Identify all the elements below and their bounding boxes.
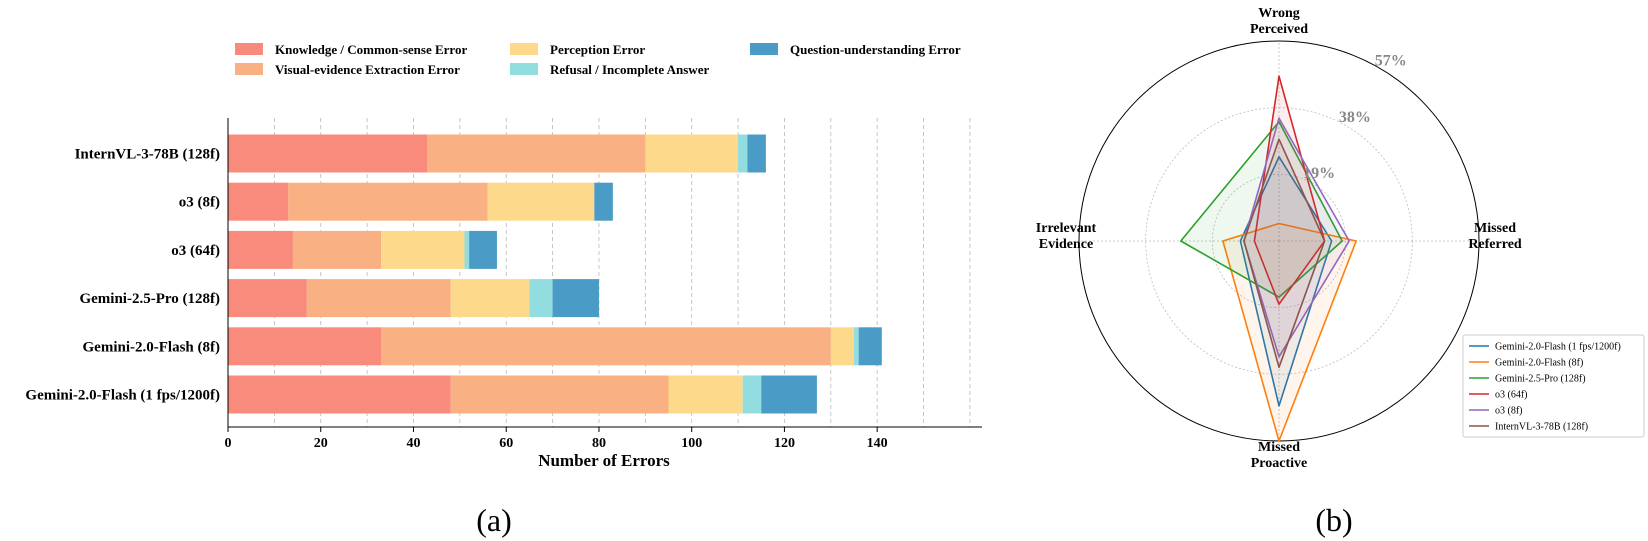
bar-axes xyxy=(227,118,982,432)
bar-segment xyxy=(830,327,854,366)
radar-series-polygon xyxy=(1243,117,1350,358)
x-tick-label: 80 xyxy=(592,436,606,451)
y-tick-label: Gemini-2.0-Flash (1 fps/1200f) xyxy=(25,388,220,404)
x-axis-label: Number of Errors xyxy=(538,451,670,470)
legend-swatch xyxy=(750,43,778,55)
radar-legend-label: o3 (64f) xyxy=(1495,390,1528,401)
radar-axis-label: Wrong Perceived xyxy=(1250,6,1308,37)
legend-label: Perception Error xyxy=(550,42,645,57)
radar-axis-labels: Wrong Perceived Missed Referred Missed Proact… xyxy=(1036,6,1522,471)
bar-legend: Knowledge / Common-sense Error Visual-evi… xyxy=(235,42,961,77)
x-tick-label: 0 xyxy=(225,436,232,451)
bar-segment xyxy=(381,230,465,269)
bar-segment xyxy=(464,230,470,269)
bar-segment xyxy=(469,230,497,269)
bar-segment xyxy=(552,279,599,318)
radar-axis-label: Missed Proactive xyxy=(1251,440,1308,471)
x-tick-label: 120 xyxy=(774,436,795,451)
radar-legend-label: InternVL-3-78B (128f) xyxy=(1495,422,1588,433)
bar-segment xyxy=(668,375,743,414)
radar-ring-labels: 19% 38% 57% xyxy=(1303,53,1407,182)
radar-ring-label: 19% xyxy=(1303,165,1335,182)
y-tick-label: Gemini-2.5-Pro (128f) xyxy=(79,291,220,307)
radar-series xyxy=(1180,75,1357,442)
bar-segment xyxy=(381,327,831,366)
bar-segment xyxy=(427,134,646,173)
bar-marks xyxy=(228,134,882,414)
x-tick-labels: 0 20 40 60 80 100 120 140 xyxy=(225,436,888,451)
legend-swatch xyxy=(235,63,263,75)
bar-segment xyxy=(450,279,530,318)
bar-segment xyxy=(228,375,451,414)
radar-chart: Wrong Perceived Missed Referred Missed Proact… xyxy=(1036,6,1645,471)
bar-segment xyxy=(761,375,817,414)
radar-legend: Gemini-2.0-Flash (1 fps/1200f) Gemini-2.0… xyxy=(1462,334,1645,438)
bar-segment xyxy=(853,327,859,366)
radar-legend-box xyxy=(1462,334,1645,438)
radar-series-polygon xyxy=(1222,222,1357,442)
y-tick-label: o3 (8f) xyxy=(179,195,220,211)
radar-legend-label: Gemini-2.5-Pro (128f) xyxy=(1495,374,1586,385)
bar-segment xyxy=(228,327,382,366)
bar-segment xyxy=(858,327,882,366)
radar-legend-label: Gemini-2.0-Flash (1 fps/1200f) xyxy=(1495,342,1621,353)
y-tick-label: Gemini-2.0-Flash (8f) xyxy=(83,339,220,355)
radar-ring-label: 38% xyxy=(1339,109,1371,126)
x-tick-label: 20 xyxy=(314,436,328,451)
legend-swatch xyxy=(510,63,538,75)
bar-segment xyxy=(594,182,613,221)
legend-label: Knowledge / Common-sense Error xyxy=(275,42,467,57)
radar-legend-label: o3 (8f) xyxy=(1495,406,1523,417)
bar-segment xyxy=(738,134,748,173)
bar-segment xyxy=(228,279,307,318)
bar-segment xyxy=(450,375,669,414)
bar-segment xyxy=(742,375,762,414)
bar-segment xyxy=(529,279,553,318)
bar-segment xyxy=(228,134,428,173)
radar-ring-label: 57% xyxy=(1375,53,1407,70)
legend-label: Refusal / Incomplete Answer xyxy=(550,62,709,77)
legend-label: Visual-evidence Extraction Error xyxy=(275,62,460,77)
y-tick-label: InternVL-3-78B (128f) xyxy=(75,147,220,163)
legend-swatch xyxy=(510,43,538,55)
bar-segment xyxy=(292,230,382,269)
radar-legend-label: Gemini-2.0-Flash (8f) xyxy=(1495,358,1583,369)
x-tick-label: 100 xyxy=(681,436,702,451)
radar-series-polygon xyxy=(1243,138,1326,369)
panel-label-b: (b) xyxy=(1315,502,1352,538)
bar-segment xyxy=(487,182,595,221)
legend-label: Question-understanding Error xyxy=(790,42,961,57)
radar-axis-label: Missed Referred xyxy=(1468,221,1522,252)
bar-segment xyxy=(747,134,766,173)
bar-segment xyxy=(288,182,488,221)
x-tick-label: 60 xyxy=(499,436,513,451)
y-tick-label: o3 (64f) xyxy=(171,243,220,259)
bar-segment xyxy=(228,182,289,221)
bar-segment xyxy=(645,134,739,173)
bar-segment xyxy=(228,230,293,269)
radar-series-polygon xyxy=(1180,120,1343,298)
stacked-bar-chart: Knowledge / Common-sense Error Visual-evi… xyxy=(25,42,982,470)
y-tick-labels: InternVL-3-78B (128f) o3 (8f) o3 (64f) Gemi… xyxy=(25,147,220,404)
panel-label-a: (a) xyxy=(476,502,512,538)
x-tick-label: 40 xyxy=(406,436,420,451)
legend-swatch xyxy=(235,43,263,55)
radar-ring xyxy=(1211,173,1347,309)
x-tick-label: 140 xyxy=(867,436,888,451)
radar-axis-label: Irrelevant Evidence xyxy=(1036,221,1097,252)
bar-segment xyxy=(306,279,451,318)
